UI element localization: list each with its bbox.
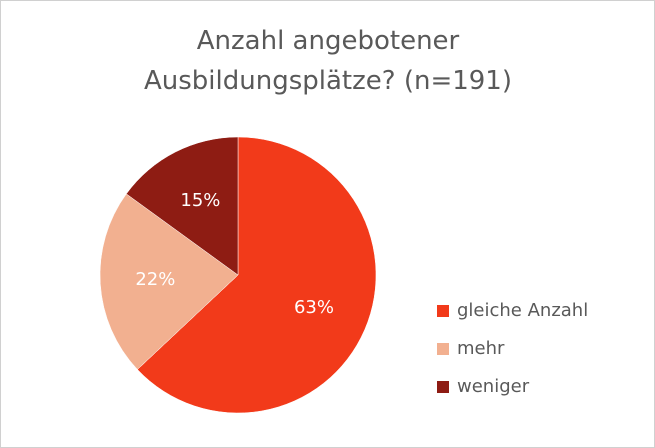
legend-label: gleiche Anzahl [457, 300, 588, 321]
legend-swatch [437, 305, 449, 317]
pie-slice [99, 193, 239, 370]
data-label: 15% [180, 190, 220, 211]
legend-label: mehr [457, 338, 505, 359]
data-label: 63% [294, 297, 334, 318]
legend-swatch [437, 381, 449, 393]
legend-swatch [437, 343, 449, 355]
data-label: 22% [135, 269, 175, 290]
pie-slice [137, 136, 377, 414]
chart-title: Anzahl angebotener Ausbildungsplätze? (n… [143, 26, 512, 96]
legend-label: weniger [457, 376, 530, 397]
pie-slice [126, 136, 239, 276]
